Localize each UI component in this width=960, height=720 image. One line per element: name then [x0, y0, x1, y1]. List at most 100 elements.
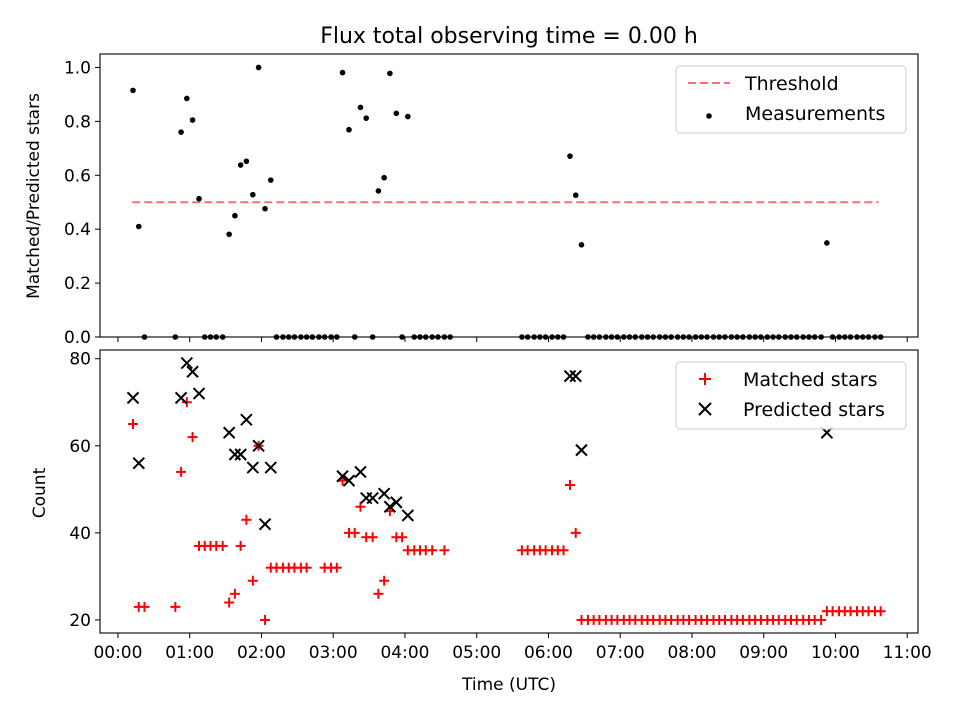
x-tick-label: 09:00: [739, 643, 788, 663]
predicted-stars-point: [174, 391, 188, 405]
bottom-panel: 00:00 01:00 02:00 03:00 04:00 05:00 06:00 07:00…: [30, 349, 932, 695]
measurements-point: [567, 153, 573, 159]
x-tick-label: 02:00: [237, 643, 286, 663]
measurements-point: [184, 95, 190, 102]
x-tick-label: 00:00: [93, 643, 142, 663]
matched-stars-point: [224, 597, 235, 608]
x-tick-label: 04:00: [380, 643, 429, 663]
y-tick-label: 0.2: [64, 274, 91, 294]
measurements-point: [357, 104, 364, 111]
x-tick-label: 01:00: [165, 643, 214, 663]
matched-stars-point: [139, 601, 150, 612]
y-tick-label: 80: [69, 350, 91, 370]
measurements-point: [578, 242, 585, 248]
matched-stars-point: [558, 545, 569, 556]
matched-stars-point: [260, 614, 271, 625]
measurements-point: [189, 117, 196, 123]
predicted-stars-point: [132, 456, 145, 470]
measurements-point: [393, 110, 400, 117]
y-tick-label: 0.4: [64, 220, 91, 240]
x-tick-label: 05:00: [452, 643, 501, 663]
legend-matched-label: Matched stars: [743, 369, 877, 391]
bottom-panel-y-ticks: 20 40 60 80: [69, 350, 100, 631]
predicted-stars-point: [258, 517, 272, 531]
matched-stars-point: [247, 575, 258, 586]
top-panel: 0.0 0.2 0.4 0.6 0.8 1.0 Matched/Predicted sta…: [24, 53, 919, 348]
top-panel-frame: [99, 53, 919, 338]
measurements-point: [339, 69, 346, 76]
y-tick-label: 20: [69, 611, 91, 631]
measurements-point: [363, 115, 370, 121]
matched-stars-point: [427, 545, 438, 556]
measurements-point: [135, 223, 142, 230]
matched-stars-point: [355, 501, 366, 512]
predicted-stars-point: [192, 387, 206, 400]
measurements-point: [375, 188, 382, 194]
matched-stars-point: [397, 532, 408, 543]
predicted-stars-point: [401, 509, 415, 522]
matched-stars-point: [170, 601, 181, 612]
matched-stars-point: [187, 432, 198, 443]
predicted-stars-point: [186, 365, 199, 378]
measurements-point: [237, 162, 244, 168]
top-legend: Threshold Measurements: [675, 65, 907, 134]
predicted-stars-point: [377, 487, 391, 500]
measurements-point: [232, 212, 238, 219]
predicted-stars-point: [366, 491, 379, 505]
matched-stars-point: [564, 479, 575, 490]
y-tick-label: 0.0: [64, 328, 91, 348]
matched-stars-point: [439, 545, 450, 556]
predicted-stars-point: [390, 496, 403, 509]
top-panel-y-ticks: 0.0 0.2 0.4 0.6 0.8 1.0: [64, 58, 100, 348]
measurements-point: [824, 240, 830, 246]
x-tick-label: 06:00: [524, 643, 573, 663]
matched-stars-point: [128, 419, 139, 430]
x-tick-label: 11:00: [883, 643, 932, 663]
matched-stars-point: [875, 606, 886, 617]
legend-threshold-label: Threshold: [744, 73, 839, 95]
predicted-stars-point: [383, 500, 397, 513]
matched-stars-point: [241, 514, 252, 525]
x-tick-label: 07:00: [596, 643, 645, 663]
predicted-stars-point: [222, 426, 236, 439]
x-tick-label: 03:00: [309, 643, 358, 663]
measurements-point: [346, 126, 352, 133]
measurements-point: [178, 129, 184, 135]
predicted-stars-point: [180, 356, 194, 370]
measurements-point: [250, 191, 256, 198]
matched-stars-point: [379, 575, 390, 586]
legend-measurements-swatch: [706, 113, 712, 119]
measurements-point: [572, 192, 579, 199]
top-y-axis-label: Matched/Predicted stars: [24, 93, 44, 299]
predicted-stars-point: [240, 413, 253, 426]
predicted-stars-point: [569, 369, 582, 383]
predicted-stars-point: [252, 439, 265, 452]
top-panel-marks: [130, 64, 884, 340]
predicted-stars-point: [246, 461, 260, 474]
measurements-point: [405, 113, 411, 120]
matched-stars-point: [217, 540, 228, 551]
bottom-legend: Matched stars Predicted stars: [675, 361, 907, 430]
matched-stars-point: [301, 562, 312, 573]
predicted-stars-point: [342, 474, 356, 487]
predicted-stars-point: [354, 465, 367, 479]
matched-stars-point: [331, 562, 342, 573]
matched-stars-point: [373, 588, 384, 599]
bottom-panel-x-ticks: 00:00 01:00 02:00 03:00 04:00 05:00 06:00 07:00…: [93, 633, 932, 663]
bottom-panel-marks: [126, 356, 886, 625]
matched-stars-point: [349, 527, 360, 538]
y-tick-label: 0.6: [64, 166, 91, 186]
top-legend-box: [675, 65, 907, 134]
predicted-stars-point: [336, 470, 349, 483]
matched-stars-point: [367, 532, 378, 543]
x-axis-label: Time (UTC): [461, 675, 556, 695]
top-panel-x-ticks: [117, 337, 908, 342]
matched-stars-point: [229, 588, 240, 599]
predicted-stars-point: [575, 443, 588, 457]
y-tick-label: 40: [69, 524, 91, 544]
measurements-point: [255, 64, 262, 71]
matched-stars-point: [235, 540, 246, 551]
predicted-stars-point: [563, 369, 577, 383]
measurements-point: [226, 231, 232, 238]
measurements-point: [130, 87, 136, 94]
